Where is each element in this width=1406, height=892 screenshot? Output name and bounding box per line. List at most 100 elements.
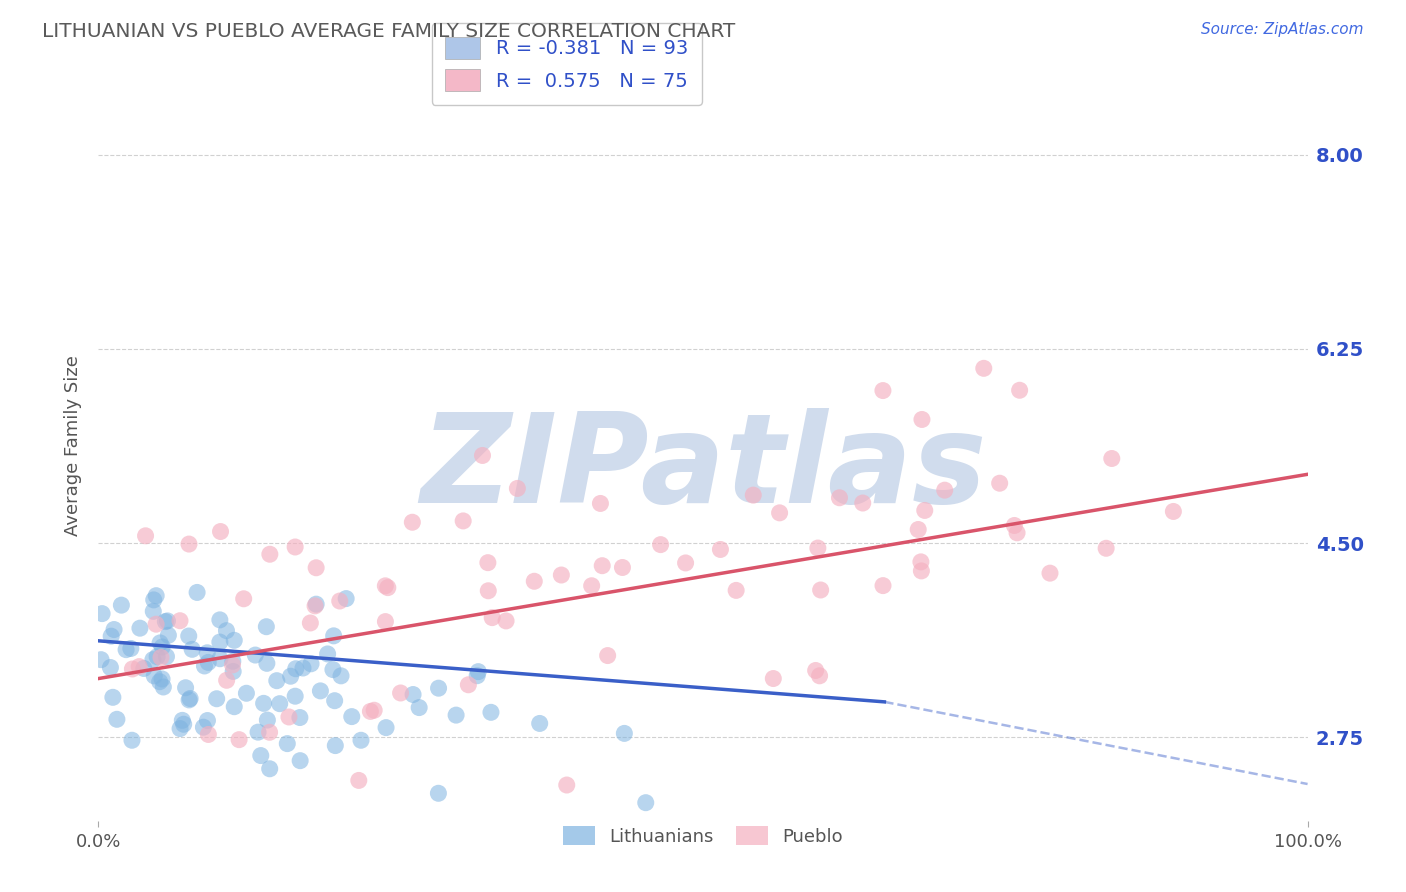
Point	[911, 412, 934, 426]
Point	[103, 623, 125, 637]
Point	[309, 684, 332, 698]
Point	[907, 523, 929, 537]
Point	[101, 690, 124, 705]
Point	[256, 657, 278, 671]
Point	[284, 662, 307, 676]
Point	[197, 656, 219, 670]
Point	[156, 614, 179, 628]
Point	[634, 796, 657, 810]
Point	[872, 384, 894, 398]
Point	[197, 727, 219, 741]
Point	[374, 579, 396, 593]
Point	[100, 660, 122, 674]
Point	[304, 599, 326, 613]
Point	[427, 681, 450, 696]
Point	[249, 748, 271, 763]
Point	[1039, 566, 1062, 581]
Point	[172, 714, 194, 728]
Point	[120, 641, 142, 656]
Point	[90, 653, 112, 667]
Point	[169, 722, 191, 736]
Point	[330, 669, 353, 683]
Point	[596, 648, 619, 663]
Point	[650, 538, 672, 552]
Point	[129, 621, 152, 635]
Point	[245, 648, 267, 662]
Point	[591, 558, 613, 573]
Point	[222, 665, 245, 679]
Point	[359, 705, 381, 719]
Point	[247, 725, 270, 739]
Point	[121, 733, 143, 747]
Point	[1008, 384, 1031, 398]
Point	[177, 537, 200, 551]
Point	[377, 581, 399, 595]
Point	[465, 669, 488, 683]
Point	[479, 706, 502, 720]
Point	[179, 691, 201, 706]
Point	[374, 615, 396, 629]
Point	[477, 583, 499, 598]
Point	[988, 476, 1011, 491]
Point	[208, 635, 231, 649]
Point	[277, 710, 299, 724]
Point	[224, 699, 246, 714]
Point	[973, 361, 995, 376]
Point	[222, 654, 245, 668]
Point	[808, 669, 831, 683]
Text: ZIPatlas: ZIPatlas	[420, 408, 986, 529]
Point	[471, 449, 494, 463]
Point	[675, 556, 697, 570]
Point	[725, 583, 748, 598]
Point	[284, 540, 307, 554]
Point	[215, 624, 238, 638]
Point	[457, 678, 479, 692]
Point	[288, 754, 311, 768]
Point	[291, 661, 314, 675]
Point	[451, 514, 474, 528]
Point	[181, 642, 204, 657]
Point	[299, 657, 322, 671]
Point	[105, 712, 128, 726]
Point	[709, 542, 731, 557]
Point	[910, 555, 932, 569]
Text: LITHUANIAN VS PUEBLO AVERAGE FAMILY SIZE CORRELATION CHART: LITHUANIAN VS PUEBLO AVERAGE FAMILY SIZE…	[42, 22, 735, 41]
Point	[193, 720, 215, 734]
Point	[100, 629, 122, 643]
Point	[288, 710, 311, 724]
Point	[852, 496, 875, 510]
Y-axis label: Average Family Size: Average Family Size	[65, 356, 83, 536]
Point	[1002, 518, 1025, 533]
Point	[495, 614, 517, 628]
Point	[232, 591, 254, 606]
Point	[467, 665, 489, 679]
Point	[173, 717, 195, 731]
Point	[810, 582, 832, 597]
Point	[363, 703, 385, 717]
Point	[235, 686, 257, 700]
Point	[146, 649, 169, 664]
Point	[481, 610, 503, 624]
Point	[128, 659, 150, 673]
Point	[208, 613, 231, 627]
Point	[142, 593, 165, 607]
Point	[402, 688, 425, 702]
Point	[193, 659, 215, 673]
Point	[121, 662, 143, 676]
Point	[1095, 541, 1118, 556]
Point	[253, 697, 276, 711]
Point	[389, 686, 412, 700]
Point	[1101, 451, 1123, 466]
Point	[555, 778, 578, 792]
Point	[613, 726, 636, 740]
Point	[347, 773, 370, 788]
Point	[155, 615, 177, 629]
Point	[1005, 525, 1028, 540]
Point	[256, 713, 278, 727]
Point	[150, 650, 173, 665]
Point	[155, 649, 177, 664]
Point	[322, 629, 344, 643]
Point	[269, 697, 291, 711]
Point	[135, 529, 157, 543]
Point	[589, 496, 612, 510]
